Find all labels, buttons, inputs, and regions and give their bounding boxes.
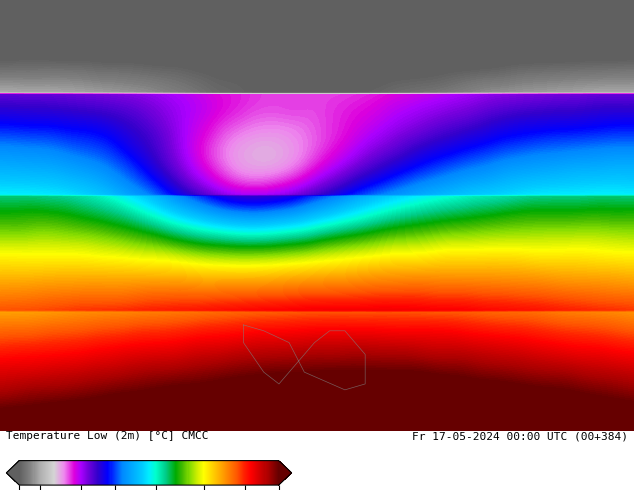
Text: Fr 17-05-2024 00:00 UTC (00+384): Fr 17-05-2024 00:00 UTC (00+384)	[411, 431, 628, 441]
PathPatch shape	[279, 461, 292, 485]
PathPatch shape	[6, 461, 19, 485]
Text: Temperature Low (2m) [°C] CMCC: Temperature Low (2m) [°C] CMCC	[6, 431, 209, 441]
